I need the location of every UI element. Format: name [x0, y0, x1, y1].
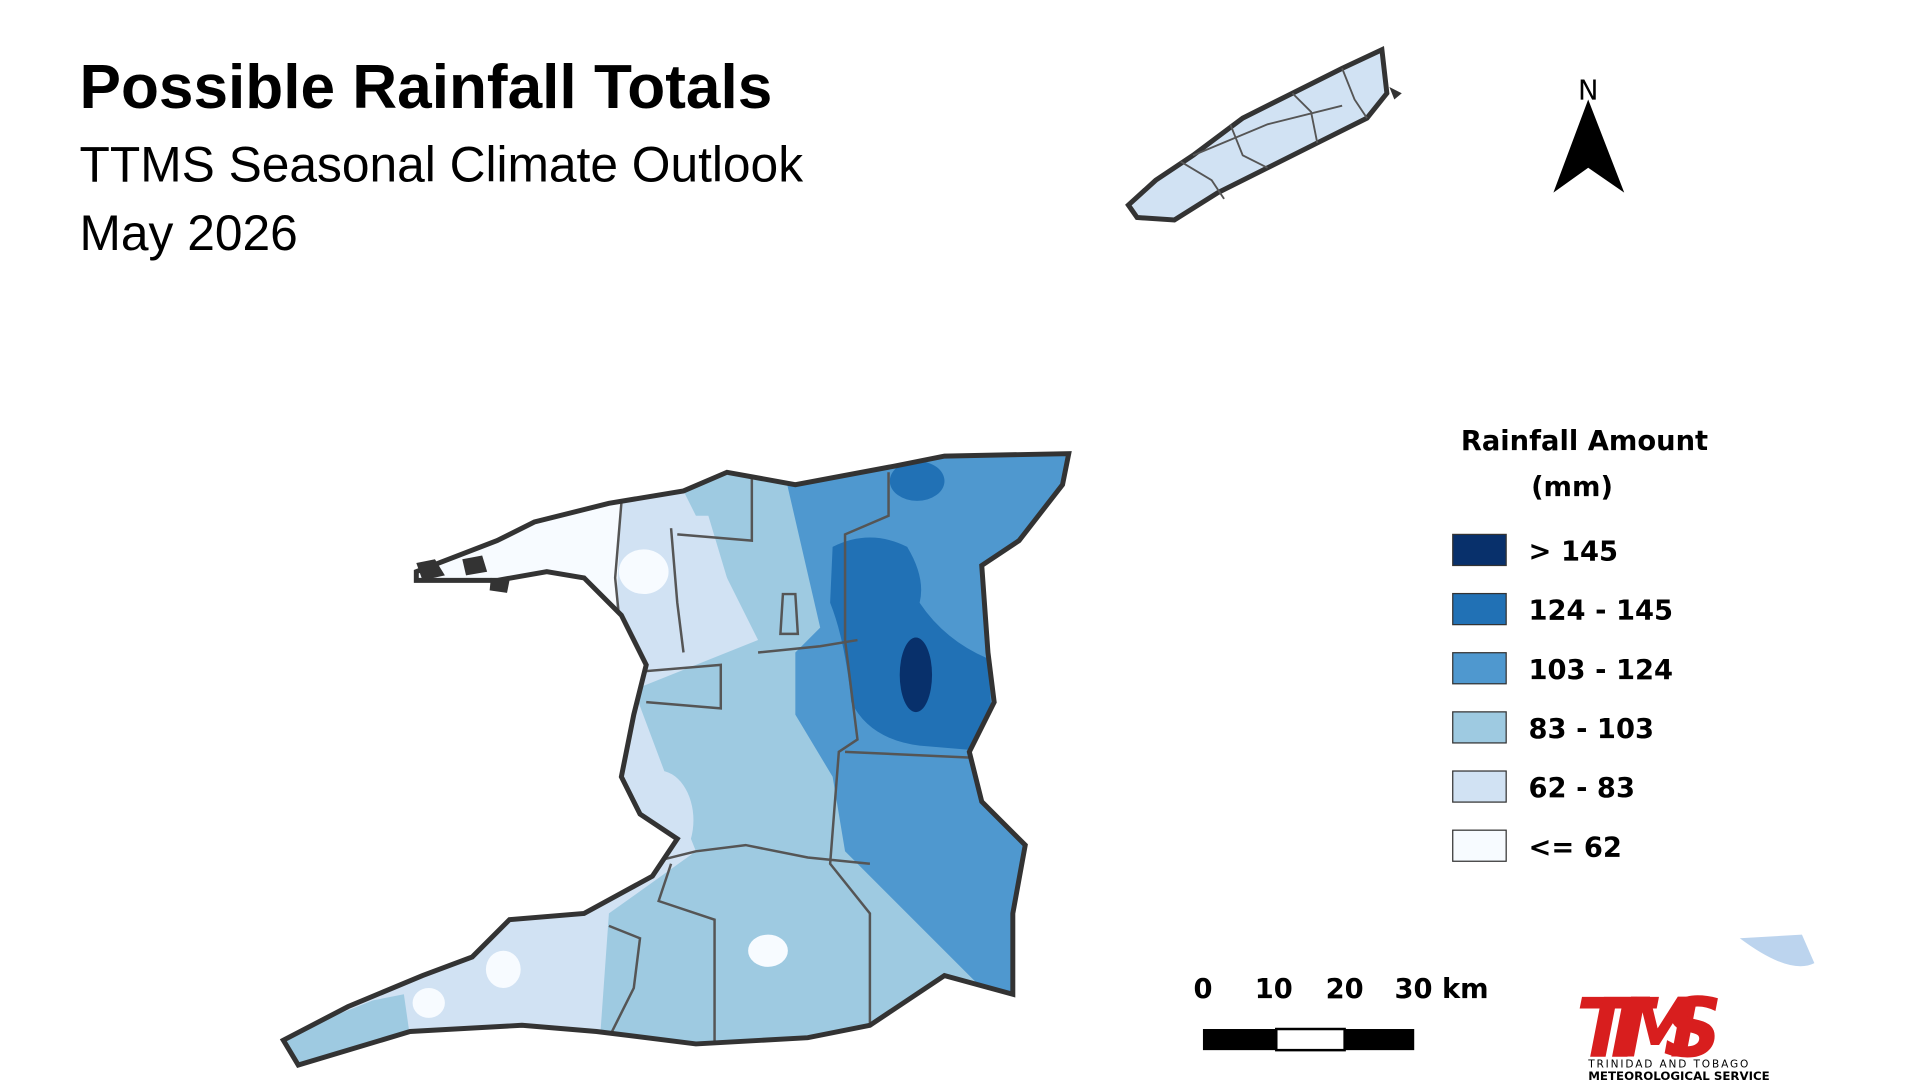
north-label: N: [1578, 75, 1598, 106]
legend-label: 62 - 83: [1529, 773, 1635, 804]
zone: [748, 934, 788, 967]
legend-label: 83 - 103: [1529, 714, 1654, 745]
legend-swatch: [1452, 829, 1507, 862]
legend-swatch: [1452, 770, 1507, 803]
zone: [485, 950, 521, 988]
zone: [889, 461, 945, 501]
period: May 2026: [80, 205, 298, 261]
trinidad: [249, 429, 1119, 1080]
north-arrow: N: [1553, 75, 1625, 193]
logo-line: METEOROLOGICAL SERVICE: [1588, 1069, 1770, 1080]
zone: [1125, 46, 1390, 223]
scale-label: 10: [1255, 974, 1293, 1005]
title: Possible Rainfall Totals: [80, 53, 773, 122]
zone: [283, 994, 411, 1066]
zone: [410, 503, 622, 628]
legend-swatch: [1452, 592, 1507, 626]
zone: [618, 549, 669, 595]
logo: TTMS TRINIDAD AND TOBAGO METEOROLOGICAL …: [1576, 934, 1815, 1080]
subtitle: TTMS Seasonal Climate Outlook: [80, 136, 804, 192]
logo-line: TRINIDAD AND TOBAGO: [1587, 1059, 1750, 1071]
legend-label: 124 - 145: [1529, 596, 1673, 627]
scale-label: 0: [1193, 974, 1212, 1005]
scale-bar: 0 10 20 30 km: [1193, 974, 1489, 1052]
legend-label: <= 62: [1529, 832, 1622, 863]
legend-title: (mm): [1531, 472, 1613, 503]
legend-title: Rainfall Amount: [1461, 426, 1708, 457]
zone: [646, 515, 746, 665]
legend-swatch: [1452, 533, 1507, 567]
legend-swatch: [1452, 652, 1507, 685]
zone: [412, 988, 445, 1018]
logo-name: TTMS: [1576, 981, 1723, 1076]
legend-swatch: [1452, 711, 1507, 744]
scale-label: 20: [1326, 974, 1364, 1005]
legend-label: > 145: [1529, 537, 1618, 568]
zone: [899, 637, 933, 713]
legend: Rainfall Amount (mm) > 145 124 - 145 103 -…: [1452, 426, 1708, 863]
legend-label: 103 - 124: [1529, 655, 1673, 686]
tobago: [1125, 46, 1402, 223]
scale-label: 30 km: [1394, 974, 1488, 1005]
